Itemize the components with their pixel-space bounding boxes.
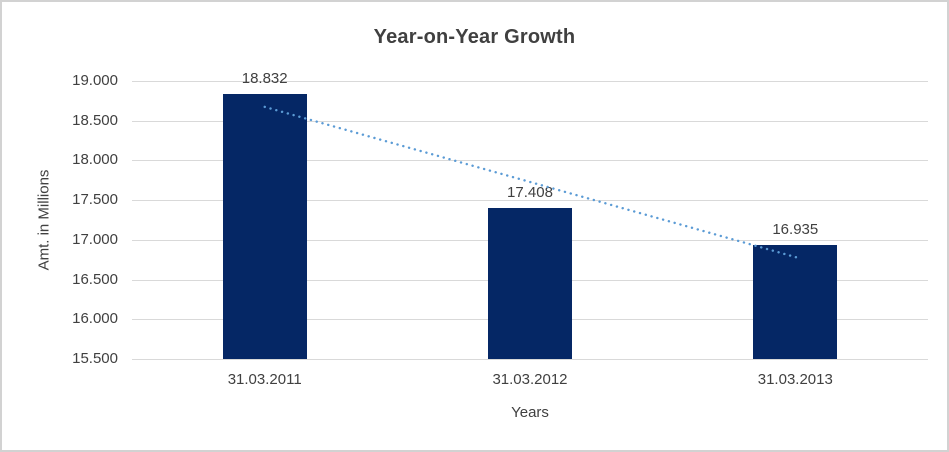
y-axis-tick-label: 19.000 [72,72,118,89]
gridline [132,81,928,82]
y-axis-tick-label: 15.500 [72,350,118,367]
gridline [132,200,928,202]
bar-value-label: 18.832 [241,70,288,88]
trendline-linear [263,105,799,259]
y-axis-tick-label: 16.000 [72,310,118,328]
bar-value-label: 16.935 [772,221,819,238]
y-axis-tick-label: 18.500 [72,111,118,129]
x-axis-tick-label: 31.03.2011 [227,371,302,388]
bar-31.03.2011 [222,94,307,359]
y-axis-tick-label: 17.000 [72,230,118,248]
y-axis-title: Amt. in Millions [35,169,53,271]
gridline [132,359,928,360]
plot-area: 18.832 17.408 16.935 [132,70,928,360]
bar-value-label: 17.408 [507,183,553,201]
chart-title: Year-on-Year Growth [373,26,576,48]
y-axis-tick-label: 17.500 [72,191,118,209]
x-axis-tick-label: 31.03.2012 [492,371,568,388]
bar-31.03.2012 [488,207,572,359]
gridline [132,120,928,122]
gridline [132,160,928,162]
x-axis-title: Years [511,404,549,421]
x-axis-tick-label: 31.03.2013 [757,371,833,388]
y-axis-tick-label: 18.000 [72,151,118,169]
bar-31.03.2013 [753,245,838,359]
y-axis-tick-label: 16.500 [72,270,118,288]
trendline-dotted-line [263,105,799,259]
